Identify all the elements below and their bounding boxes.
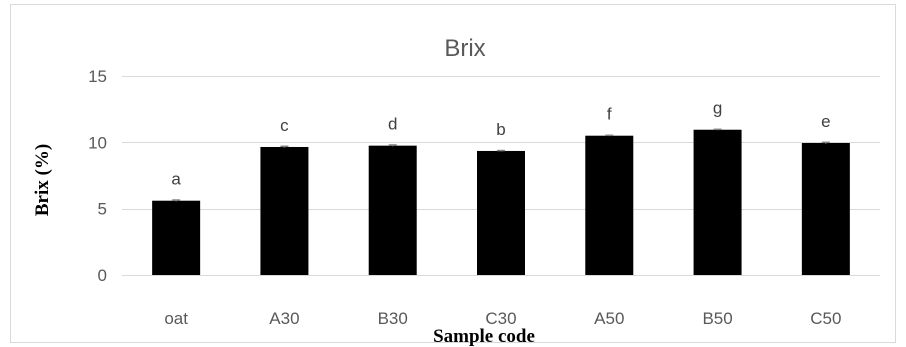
bar-a50	[585, 135, 634, 275]
data-label: b	[496, 120, 505, 139]
data-label: d	[388, 115, 397, 134]
y-tick-label: 5	[98, 200, 107, 219]
x-tick-labels: oat A30 B30 C30 A50 B50 C50	[164, 309, 841, 328]
y-tick-label: 10	[88, 133, 107, 152]
data-label: c	[280, 116, 289, 135]
x-tick-label: B50	[702, 309, 732, 328]
y-tick-labels: 0 5 10 15	[88, 67, 107, 285]
y-tick-label: 0	[98, 266, 107, 285]
bar-c30	[477, 150, 525, 275]
bar-b50	[693, 129, 742, 275]
bar-c50	[801, 142, 850, 275]
bars	[152, 128, 850, 275]
data-label: e	[821, 112, 830, 131]
y-tick-label: 15	[88, 67, 107, 86]
x-tick-label: A50	[594, 309, 624, 328]
bar-b30	[368, 145, 417, 275]
y-axis-title: Brix (%)	[32, 144, 53, 216]
data-label: a	[171, 170, 181, 189]
data-label: f	[607, 105, 612, 124]
bar-a30	[260, 146, 309, 275]
chart-title: Brix	[444, 35, 485, 62]
x-tick-label: B30	[378, 309, 408, 328]
bar-oat	[152, 200, 201, 275]
chart-area	[10, 4, 896, 343]
data-labels: a c d b f g e	[171, 99, 830, 189]
x-tick-label: C30	[485, 309, 516, 328]
x-tick-label: oat	[164, 309, 188, 328]
x-axis-title: Sample code	[433, 326, 535, 347]
data-label: g	[713, 99, 722, 118]
x-tick-label: C50	[810, 309, 841, 328]
x-tick-label: A30	[269, 309, 299, 328]
